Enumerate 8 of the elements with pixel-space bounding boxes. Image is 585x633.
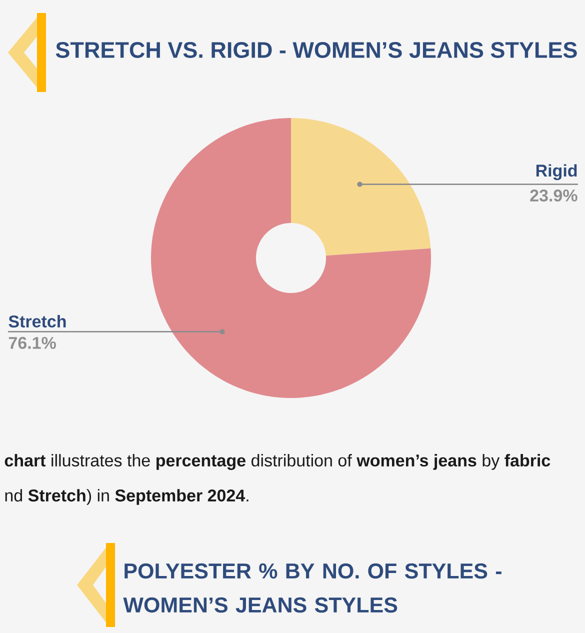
text: POLYESTER % BY NO. OF STYLES - WOMEN’S JEANS STYLES [123, 563, 502, 613]
slice-label: Rigid [536, 164, 577, 180]
data-label: 23.9% [530, 190, 578, 202]
text: chart illustrates the percentage distribution of women’s jeans by fabric [4, 454, 550, 470]
text: nd Stretch) in September 2024. [5, 489, 248, 505]
chart-title: STRETCH VS. RIGID - WOMEN’S JEANS STYLES [56, 42, 577, 58]
slice-label: Stretch [8, 315, 66, 328]
data-label: 76.1% [8, 336, 56, 349]
